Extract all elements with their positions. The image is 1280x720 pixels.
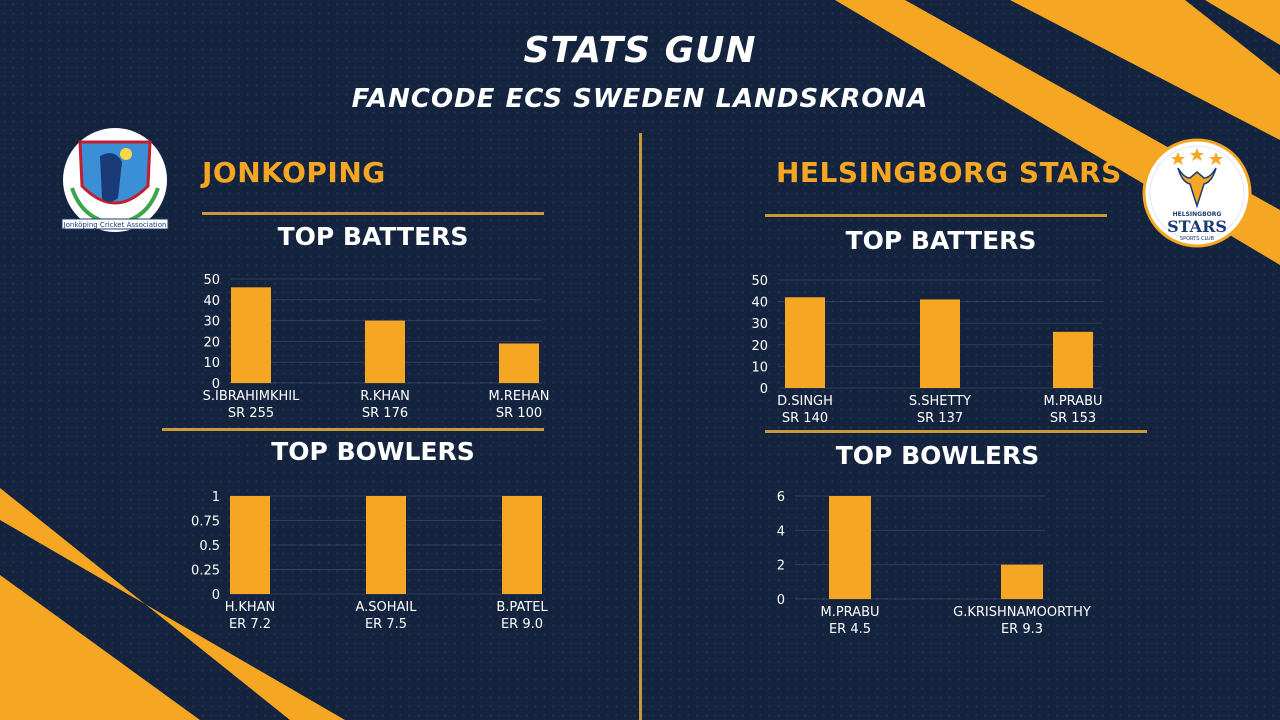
y-tick-label: 20	[203, 335, 220, 350]
bar	[1053, 331, 1093, 388]
x-category-label: S.IBRAHIMKHIL	[203, 389, 300, 404]
y-tick-label: 1	[212, 490, 220, 505]
x-sublabel: ER 9.0	[501, 617, 543, 632]
y-tick-label: 0	[777, 593, 785, 608]
jonkoping-batters-title: TOP BATTERS	[277, 222, 469, 251]
page-subtitle: FANCODE ECS SWEDEN LANDSKRONA	[351, 84, 929, 114]
x-sublabel: SR 255	[228, 406, 274, 421]
bar	[920, 299, 960, 388]
helsingborg-mid-rule	[765, 430, 1147, 433]
helsingborg-bowlers-title: TOP BOWLERS	[835, 441, 1040, 470]
y-tick-label: 2	[777, 559, 785, 574]
bar	[1001, 564, 1043, 599]
x-sublabel: ER 7.2	[229, 617, 271, 632]
y-tick-label: 0	[212, 588, 220, 603]
x-sublabel: SR 153	[1050, 411, 1096, 426]
y-tick-label: 0.25	[191, 564, 220, 579]
center-divider	[639, 133, 642, 720]
x-category-label: M.PRABU	[1043, 394, 1102, 409]
y-tick-label: 0	[760, 382, 768, 397]
jonkoping-logo-text: Jonköping Cricket Association	[63, 221, 167, 229]
x-sublabel: SR 137	[917, 411, 963, 426]
y-tick-label: 20	[751, 339, 768, 354]
x-category-label: B.PATEL	[496, 600, 548, 615]
x-category-label: H.KHAN	[225, 600, 276, 615]
helsingborg-logo-text-top: HELSINGBORG	[1173, 211, 1222, 218]
x-category-label: M.REHAN	[489, 389, 550, 404]
x-category-label: D.SINGH	[777, 394, 833, 409]
top-right-stripe	[1010, 0, 1280, 140]
y-tick-label: 50	[203, 273, 220, 288]
y-tick-label: 6	[777, 490, 785, 505]
y-tick-label: 0	[212, 377, 220, 392]
x-category-label: A.SOHAIL	[355, 600, 417, 615]
y-tick-label: 30	[751, 317, 768, 332]
x-sublabel: ER 9.3	[1001, 622, 1043, 637]
jonkoping-header-rule	[202, 212, 544, 215]
helsingborg-bowlers-chart: 0 2 4 6 M.PRABU ER 4.5 G.KRISHNAMOORTHY ER 9.3	[777, 490, 1091, 637]
y-tick-label: 30	[203, 315, 220, 330]
jonkoping-mid-rule	[162, 428, 544, 431]
bottom-left-stripe	[0, 575, 200, 720]
team-name-jonkoping: JONKOPING	[202, 156, 386, 189]
x-category-label: M.PRABU	[820, 605, 879, 620]
y-tick-label: 10	[203, 356, 220, 371]
y-tick-label: 4	[777, 524, 785, 539]
top-right-stripe	[1205, 0, 1280, 45]
y-tick-label: 40	[203, 294, 220, 309]
x-category-label: S.SHETTY	[909, 394, 971, 409]
x-category-label: R.KHAN	[360, 389, 410, 404]
helsingborg-logo-text-bottom: SPORTS CLUB	[1180, 236, 1215, 242]
x-sublabel: SR 100	[496, 406, 542, 421]
jonkoping-batters-chart: 0 10 20 30 40 50 S.IBRAHIMKHIL SR 255 R.KHAN SR 1…	[203, 273, 550, 421]
y-tick-label: 40	[751, 296, 768, 311]
jonkoping-bowlers-chart: 0 0.25 0.5 0.75 1 H.KHAN ER 7.2 A.SOHAIL ER 7.5 B…	[191, 490, 548, 632]
bar	[365, 320, 405, 383]
bar	[366, 496, 406, 594]
y-tick-label: 50	[751, 274, 768, 289]
x-category-label: G.KRISHNAMOORTHY	[953, 605, 1091, 620]
helsingborg-batters-title: TOP BATTERS	[845, 226, 1037, 255]
bar	[231, 287, 271, 383]
helsingborg-batters-chart: 0 10 20 30 40 50 D.SINGH SR 140 S.SHETTY SR 137 M.…	[751, 274, 1102, 426]
page-title: STATS GUN	[523, 30, 757, 71]
bar	[785, 297, 825, 388]
bar	[230, 496, 270, 594]
x-sublabel: SR 140	[782, 411, 828, 426]
y-tick-label: 0.5	[199, 539, 220, 554]
x-sublabel: ER 7.5	[365, 617, 407, 632]
x-sublabel: ER 4.5	[829, 622, 871, 637]
bar	[829, 496, 871, 599]
bar	[499, 343, 539, 383]
bar	[502, 496, 542, 594]
helsingborg-header-rule	[765, 214, 1107, 217]
y-tick-label: 0.75	[191, 515, 220, 530]
jonkoping-bowlers-title: TOP BOWLERS	[271, 437, 475, 466]
y-tick-label: 10	[751, 360, 768, 375]
helsingborg-stars-logo: HELSINGBORG STARS SPORTS CLUB	[1142, 138, 1252, 248]
team-name-helsingborg-stars: HELSINGBORG STARS	[776, 156, 1122, 189]
helsingborg-logo-text-main: STARS	[1167, 217, 1227, 236]
jonkoping-logo: Jonköping Cricket Association	[61, 128, 169, 232]
x-sublabel: SR 176	[362, 406, 408, 421]
